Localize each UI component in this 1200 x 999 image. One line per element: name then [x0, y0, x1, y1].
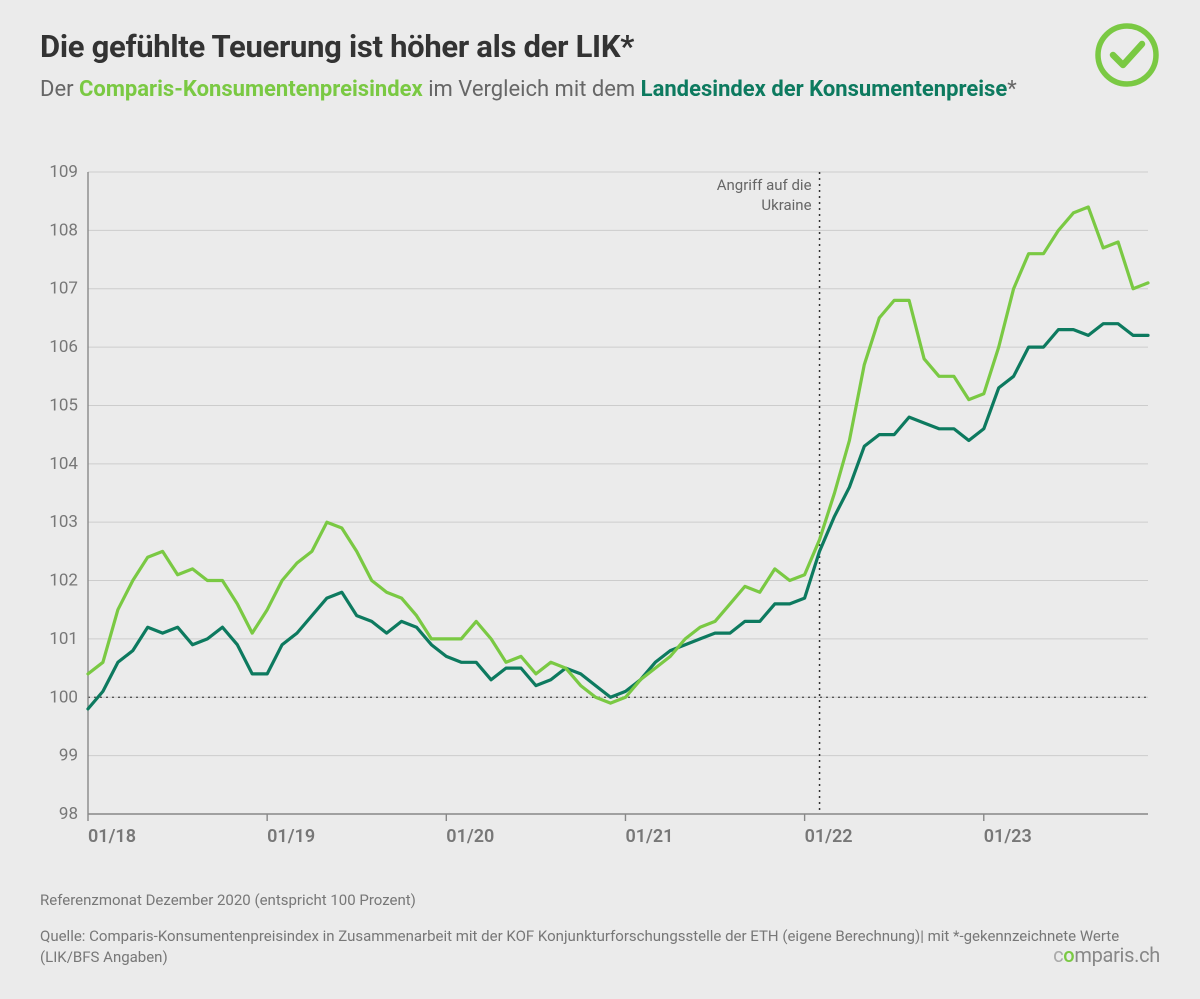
series2-name: Landesindex der Konsumentenpreise [641, 77, 1008, 102]
chart-footer: Referenzmonat Dezember 2020 (entspricht … [40, 890, 1160, 969]
source-note: Quelle: Comparis-Konsumentenpreisindex i… [40, 926, 1160, 970]
reference-note: Referenzmonat Dezember 2020 (entspricht … [40, 890, 1160, 912]
chart-title: Die gefühlte Teuerung ist höher als der … [40, 28, 1160, 65]
line-chart: 98 99 100 101 102 103 104 105 106 107 108 109 01/18 0… [40, 160, 1160, 860]
svg-text:01/22: 01/22 [805, 826, 853, 847]
svg-text:Angriff auf die: Angriff auf die [717, 176, 812, 194]
subtitle-mid: im Vergleich mit dem [423, 77, 641, 102]
svg-text:99: 99 [59, 746, 78, 766]
svg-text:101: 101 [49, 629, 78, 649]
svg-text:109: 109 [49, 162, 78, 182]
svg-text:Ukraine: Ukraine [761, 196, 811, 214]
subtitle-prefix: Der [40, 77, 79, 102]
svg-text:100: 100 [49, 687, 78, 707]
svg-text:102: 102 [49, 571, 78, 591]
svg-text:105: 105 [49, 395, 78, 415]
svg-text:01/21: 01/21 [625, 826, 673, 847]
svg-text:106: 106 [49, 337, 78, 357]
subtitle-suffix: * [1007, 77, 1016, 102]
brand-part-1: c [1053, 943, 1063, 967]
svg-text:108: 108 [49, 220, 78, 240]
svg-text:103: 103 [49, 512, 78, 532]
svg-text:01/23: 01/23 [984, 826, 1032, 847]
brand-part-2: o [1063, 943, 1074, 967]
svg-text:01/19: 01/19 [267, 826, 315, 847]
chart-subtitle: Der Comparis-Konsumentenpreisindex im Ve… [40, 75, 1160, 105]
series1-name: Comparis-Konsumentenpreisindex [79, 77, 423, 102]
comparis-logo-icon [1094, 22, 1160, 92]
svg-text:107: 107 [49, 279, 78, 299]
svg-text:104: 104 [49, 454, 78, 474]
svg-text:01/18: 01/18 [88, 826, 136, 847]
brand-part-3: mparis.ch [1074, 943, 1160, 967]
svg-text:01/20: 01/20 [446, 826, 494, 847]
svg-text:98: 98 [59, 804, 78, 824]
brand-label: comparis.ch [1053, 943, 1160, 967]
